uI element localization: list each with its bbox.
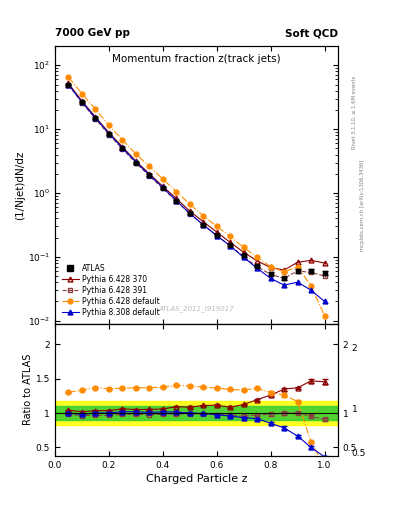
X-axis label: Charged Particle z: Charged Particle z — [146, 474, 247, 484]
Y-axis label: (1/Njet)dN/dz: (1/Njet)dN/dz — [15, 150, 25, 220]
Bar — [55, 406, 338, 420]
Text: ATLAS_2011_I919017: ATLAS_2011_I919017 — [159, 306, 234, 312]
Text: Rivet 3.1.10, ≥ 1.6M events: Rivet 3.1.10, ≥ 1.6M events — [352, 76, 357, 150]
Bar — [55, 400, 338, 425]
Legend: ATLAS, Pythia 6.428 370, Pythia 6.428 391, Pythia 6.428 default, Pythia 8.308 de: ATLAS, Pythia 6.428 370, Pythia 6.428 39… — [59, 261, 163, 319]
Text: Soft QCD: Soft QCD — [285, 28, 338, 38]
Text: 0.5: 0.5 — [352, 449, 366, 458]
Text: 7000 GeV pp: 7000 GeV pp — [55, 28, 130, 38]
Text: Momentum fraction z(track jets): Momentum fraction z(track jets) — [112, 54, 281, 65]
Text: 1: 1 — [352, 405, 358, 414]
Text: 2: 2 — [352, 344, 357, 353]
Y-axis label: Ratio to ATLAS: Ratio to ATLAS — [23, 354, 33, 425]
Text: mcplots.cern.ch [arXiv:1306.3436]: mcplots.cern.ch [arXiv:1306.3436] — [360, 159, 365, 250]
